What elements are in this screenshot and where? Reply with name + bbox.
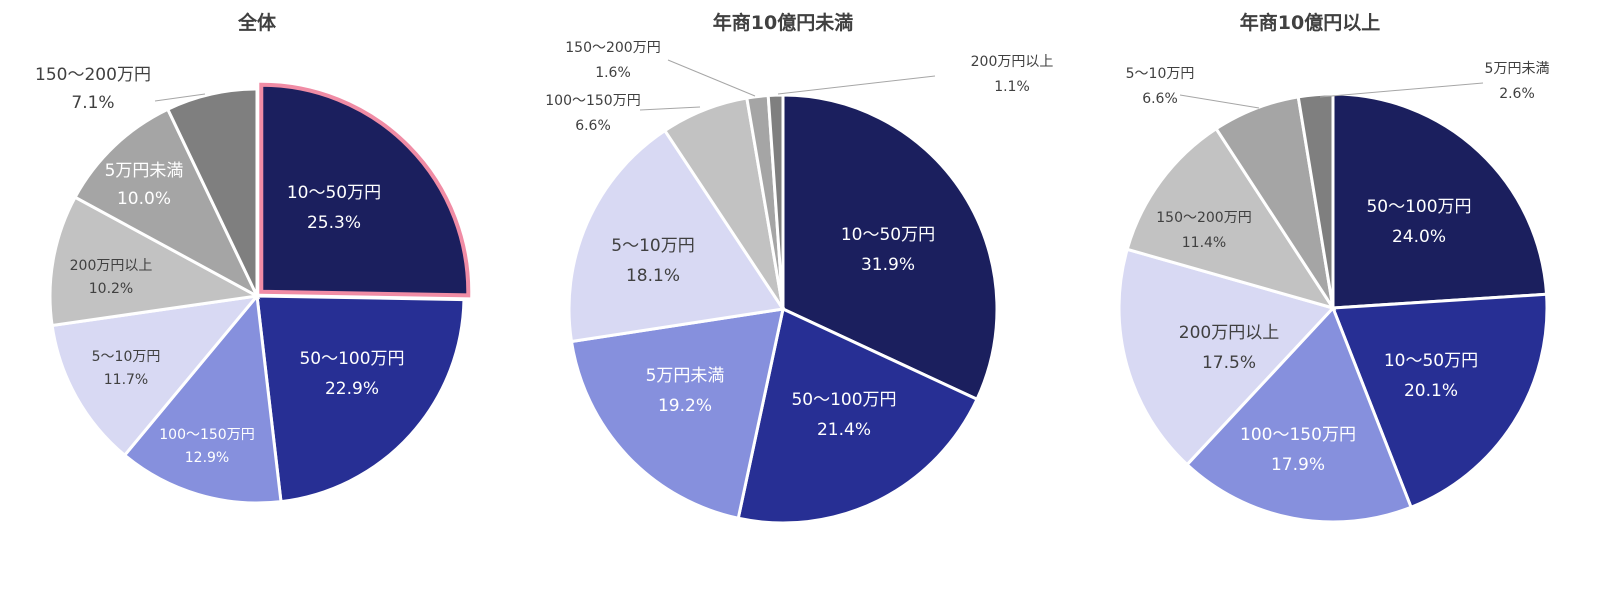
pie-slice	[1184, 305, 1414, 524]
slice-value-label: 25.3%	[307, 213, 361, 233]
slice-category-label: 10～50万円	[287, 183, 381, 203]
slice-value-label: 1.6%	[595, 65, 631, 81]
slice-value-label: 19.2%	[658, 396, 712, 416]
slice-category-label: 5～10万円	[92, 349, 161, 365]
chart-title: 全体	[237, 11, 277, 34]
leader-line	[1319, 82, 1484, 98]
slice-category-label: 150～200万円	[35, 65, 151, 85]
slice-category-label: 50～100万円	[299, 349, 404, 369]
pie-slice	[259, 82, 471, 298]
pie-slice	[1117, 247, 1336, 467]
slice-category-label: 5万円未満	[105, 161, 184, 181]
slice-category-label: 150～200万円	[1156, 210, 1251, 226]
leader-line	[154, 93, 206, 102]
pie-chart-under-1billion: 年商10億円未満 10～50万円31.9%50～100万円21.4%5万円未満1…	[545, 11, 1053, 525]
slice-value-label: 1.1%	[994, 79, 1030, 95]
slice-category-label: 150～200万円	[565, 40, 660, 56]
slice-category-label: 10～50万円	[841, 225, 935, 245]
slice-category-label: 50～100万円	[791, 390, 896, 410]
pie-slices	[567, 93, 999, 525]
slice-category-label: 50～100万円	[1366, 197, 1471, 217]
pie-labels: 50～100万円 24.0% 10～50万円 20.1% 100～150万円 17.9% 2…	[1126, 61, 1550, 475]
slice-category-label: 100～150万円	[545, 93, 640, 109]
slice-value-label: 24.0%	[1392, 227, 1446, 247]
slice-value-label: 11.7%	[104, 372, 148, 388]
slice-value-label: 11.4%	[1182, 235, 1226, 251]
slice-category-label: 5万円未満	[646, 366, 725, 386]
pie-slice	[48, 195, 262, 328]
pie-slice	[255, 294, 466, 504]
pie-chart-overall: 全体 10～50万円 25.3% 50～100万円 22.9% 100～150万円 12.…	[35, 11, 471, 505]
pie-slices	[48, 82, 471, 505]
pie-slice	[766, 93, 785, 310]
leader-line	[1179, 94, 1260, 109]
leader-line	[777, 75, 936, 95]
slice-category-label: 100～150万円	[159, 427, 254, 443]
slice-value-label: 18.1%	[626, 266, 680, 286]
pie-slice	[567, 128, 786, 344]
pie-slice	[1330, 292, 1549, 510]
pie-slice	[50, 293, 261, 458]
slice-value-label: 7.1%	[71, 93, 114, 113]
pie-slice	[122, 292, 283, 505]
slice-value-label: 22.9%	[325, 379, 379, 399]
slice-category-label: 200万円以上	[971, 54, 1054, 70]
pie-slices	[1117, 92, 1549, 524]
pie-chart-over-1billion: 年商10億円以上 50～100万円 24.0% 10～50万円 20.1% 100～15…	[1117, 11, 1550, 524]
slice-category-label: 200万円以上	[70, 258, 153, 274]
chart-title: 年商10億円以上	[1240, 11, 1380, 34]
pie-slice	[569, 307, 785, 521]
slice-category-label: 10～50万円	[1384, 351, 1478, 371]
pie-slice	[736, 306, 980, 525]
slice-value-label: 12.9%	[185, 450, 229, 466]
slice-value-label: 21.4%	[817, 420, 871, 440]
pie-slice	[165, 87, 259, 297]
slice-value-label: 17.5%	[1202, 353, 1256, 373]
slice-value-label: 6.6%	[575, 118, 611, 134]
pie-labels: 10～50万円 31.9% 50～100万円 21.4% 5万円未満 19.2% 5～10万…	[545, 40, 1053, 440]
pie-labels: 10～50万円 25.3% 50～100万円 22.9% 100～150万円 12.9% 5…	[35, 65, 405, 466]
slice-value-label: 17.9%	[1271, 455, 1325, 475]
slice-category-label: 5～10万円	[611, 236, 694, 256]
pie-slice	[781, 93, 999, 402]
slice-value-label: 31.9%	[861, 255, 915, 275]
slice-category-label: 5万円未満	[1485, 61, 1550, 77]
pie-slice	[1296, 92, 1335, 309]
slice-value-label: 20.1%	[1404, 381, 1458, 401]
slice-category-label: 5～10万円	[1126, 66, 1195, 82]
pie-slice	[73, 107, 261, 300]
slice-value-label: 6.6%	[1142, 91, 1178, 107]
slice-category-label: 200万円以上	[1179, 323, 1279, 343]
slice-category-label: 100～150万円	[1240, 425, 1356, 445]
pie-slice	[1125, 126, 1337, 311]
slice-value-label: 2.6%	[1499, 86, 1535, 102]
chart-title: 年商10億円未満	[713, 11, 853, 34]
pie-slice	[1331, 92, 1549, 310]
leader-line	[667, 59, 756, 97]
slice-value-label: 10.2%	[89, 281, 133, 297]
slice-value-label: 10.0%	[117, 189, 171, 209]
leader-line	[639, 106, 701, 111]
